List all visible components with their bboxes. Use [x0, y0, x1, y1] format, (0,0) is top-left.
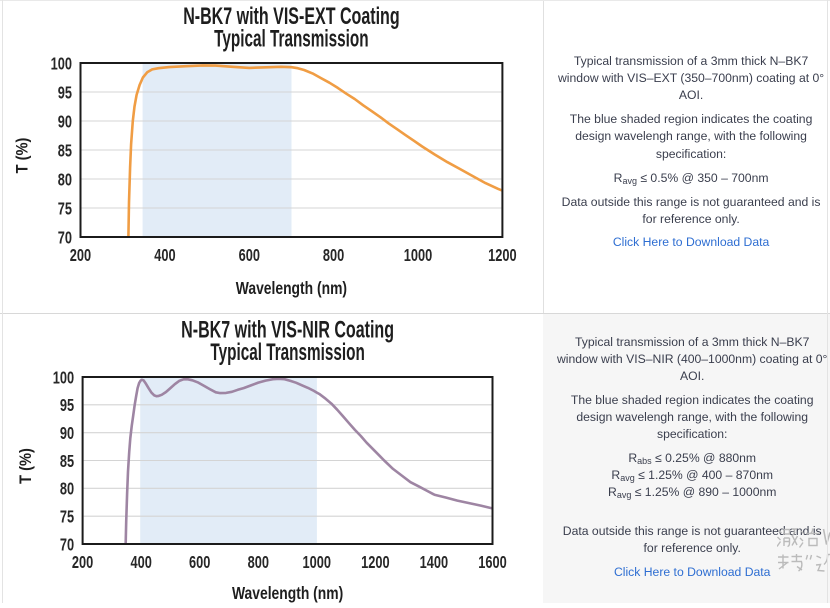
- svg-text:85: 85: [60, 452, 75, 472]
- svg-text:90: 90: [58, 112, 72, 132]
- svg-text:400: 400: [131, 553, 152, 573]
- svg-text:Wavelength (nm): Wavelength (nm): [236, 280, 347, 299]
- svg-text:75: 75: [58, 199, 73, 219]
- svg-text:85: 85: [58, 141, 73, 161]
- svg-text:95: 95: [58, 83, 73, 103]
- svg-text:1200: 1200: [361, 553, 389, 573]
- svg-text:95: 95: [60, 396, 75, 416]
- svg-text:600: 600: [239, 246, 260, 266]
- svg-text:75: 75: [60, 508, 75, 528]
- svg-text:N-BK7 with VIS-EXT Coating: N-BK7 with VIS-EXT Coating: [183, 3, 399, 30]
- svg-text:80: 80: [60, 480, 74, 500]
- svg-text:N-BK7 with VIS-NIR Coating: N-BK7 with VIS-NIR Coating: [181, 316, 394, 343]
- svg-text:1400: 1400: [420, 553, 448, 573]
- svg-text:70: 70: [58, 228, 72, 248]
- svg-text:600: 600: [189, 553, 210, 573]
- svg-text:T (%): T (%): [14, 138, 32, 174]
- svg-text:T (%): T (%): [17, 448, 35, 484]
- svg-text:100: 100: [53, 368, 74, 388]
- svg-text:70: 70: [60, 535, 74, 555]
- svg-text:90: 90: [60, 424, 74, 444]
- svg-text:800: 800: [323, 246, 344, 266]
- svg-text:800: 800: [248, 553, 269, 573]
- svg-text:100: 100: [51, 54, 72, 74]
- svg-text:1200: 1200: [488, 246, 516, 266]
- svg-text:200: 200: [72, 553, 93, 573]
- svg-text:Wavelength (nm): Wavelength (nm): [232, 585, 343, 603]
- svg-text:Typical Transmission: Typical Transmission: [214, 26, 368, 52]
- svg-text:Typical Transmission: Typical Transmission: [210, 340, 364, 366]
- svg-text:1000: 1000: [404, 246, 432, 266]
- svg-text:200: 200: [70, 246, 91, 266]
- svg-text:80: 80: [58, 170, 72, 190]
- svg-text:1600: 1600: [478, 553, 506, 573]
- svg-text:400: 400: [154, 246, 175, 266]
- svg-text:1000: 1000: [303, 553, 331, 573]
